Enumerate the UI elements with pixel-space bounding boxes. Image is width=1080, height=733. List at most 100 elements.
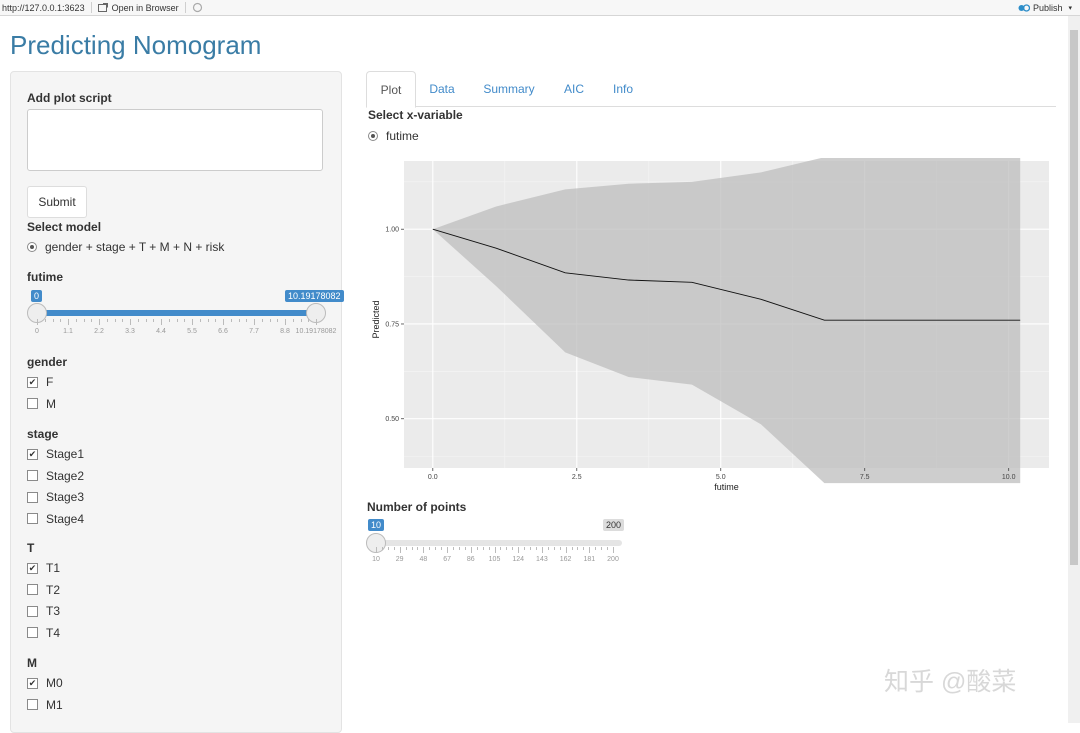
slider-minor-tick	[199, 319, 201, 322]
tab-bar: Plot Data Summary AIC Info	[366, 71, 1056, 108]
slider-minor-tick	[246, 319, 248, 322]
checkbox-option-f[interactable]: ✔ F	[27, 375, 53, 389]
open-window-icon	[97, 3, 108, 12]
slider-minor-tick	[277, 319, 279, 322]
slider-max-tag: 200	[603, 519, 625, 531]
slider-minor-tick	[559, 547, 561, 550]
slider-minor-tick	[122, 319, 124, 322]
checkbox-label: M0	[46, 676, 63, 690]
checkbox-checked[interactable]: ✔	[27, 448, 38, 460]
slider-minor-tick	[417, 547, 419, 550]
model-label: Select model	[27, 220, 102, 234]
checkbox-unchecked[interactable]	[27, 584, 38, 595]
futime-label: futime	[27, 270, 63, 284]
x-axis-label: futime	[714, 482, 739, 492]
slider-major-tick	[99, 319, 100, 325]
checkbox-option-t1[interactable]: ✔ T1	[27, 561, 60, 575]
checkbox-option-stage4[interactable]: Stage4	[27, 512, 84, 526]
checkbox-checked[interactable]: ✔	[27, 376, 38, 388]
model-radio-option[interactable]: gender + stage + T + M + N + risk	[27, 240, 224, 254]
vertical-scrollbar[interactable]	[1068, 16, 1080, 723]
checkbox-option-stage2[interactable]: Stage2	[27, 469, 84, 483]
checkbox-option-m[interactable]: M	[27, 397, 56, 411]
slider-major-tick	[541, 547, 543, 553]
slider-tick-label: 10	[372, 556, 380, 563]
slider-minor-tick	[292, 319, 294, 322]
scrollbar-thumb[interactable]	[1070, 30, 1078, 565]
slider-tick-label: 67	[443, 556, 451, 563]
checkbox-label: Stage1	[46, 447, 85, 461]
checkbox-option-t2[interactable]: T2	[27, 583, 60, 597]
publish-button[interactable]: Publish ▾	[1018, 0, 1072, 15]
slider-minor-tick	[553, 547, 555, 550]
radio-selected[interactable]	[27, 242, 37, 252]
slider-tick-label: 200	[607, 556, 619, 563]
slider-major-tick	[68, 319, 69, 325]
x-tick-label: 2.5	[572, 474, 582, 481]
slider-tick-label: 2.2	[94, 328, 104, 335]
checkbox-unchecked[interactable]	[27, 491, 38, 503]
checkbox-label: Stage3	[46, 490, 85, 504]
slider-minor-tick	[601, 547, 603, 550]
toolbar-divider	[90, 2, 92, 13]
tab-plot[interactable]: Plot	[366, 71, 416, 108]
checkbox-label: M1	[46, 697, 63, 712]
tab-info[interactable]: Info	[612, 81, 633, 96]
refresh-icon[interactable]	[192, 2, 203, 13]
points-slider[interactable]: 10 200 10 29 48 67 86 105 124 143 162 181 200	[0, 0, 700, 580]
checkbox-option-t4[interactable]: T4	[27, 626, 60, 640]
plot-script-input[interactable]	[27, 109, 323, 171]
slider-minor-tick	[91, 319, 93, 322]
checkbox-option-m0[interactable]: ✔ M0	[27, 676, 63, 690]
slider-tick-label: 124	[512, 556, 525, 563]
slider-minor-tick	[184, 319, 186, 322]
slider-major-tick	[192, 319, 193, 325]
slider-minor-tick	[488, 547, 490, 550]
x-tick-label: 5.0	[716, 474, 726, 481]
xvar-radio-option[interactable]: futime	[368, 129, 419, 143]
slider-major-tick	[589, 547, 591, 553]
viewer-toolbar: http://127.0.0.1:3623 Open in Browser Pu…	[0, 0, 1080, 16]
slider-major-tick	[223, 319, 224, 325]
slider-tick-label: 8.8	[280, 328, 290, 335]
tab-data[interactable]: Data	[429, 81, 455, 96]
slider-minor-tick	[44, 319, 46, 322]
checkbox-option-m1[interactable]: M1	[27, 698, 63, 712]
checkbox-unchecked[interactable]	[27, 627, 38, 638]
checkbox-unchecked[interactable]	[27, 605, 38, 617]
radio-selected[interactable]	[368, 131, 378, 141]
open-in-browser-button[interactable]: Open in Browser	[97, 2, 179, 13]
slider-minor-tick	[60, 319, 62, 322]
slider-minor-tick	[535, 547, 537, 550]
slider-major-tick	[613, 547, 614, 553]
checkbox-checked[interactable]: ✔	[27, 677, 38, 689]
checkbox-label: M	[46, 396, 56, 411]
tab-aic[interactable]: AIC	[563, 81, 584, 96]
slider-minor-tick	[482, 547, 484, 550]
checkbox-unchecked[interactable]	[27, 513, 38, 524]
checkbox-checked[interactable]: ✔	[27, 562, 38, 574]
checkbox-option-stage1[interactable]: ✔ Stage1	[27, 447, 84, 461]
checkbox-unchecked[interactable]	[27, 398, 38, 409]
y-tick-label: 0.50	[385, 416, 399, 423]
futime-range-slider[interactable]: 0 10.19178082 0 1.1 2.2 3.3 4.4 5.5 6.6 7.7 8.8 1…	[11, 72, 344, 352]
slider-major-tick	[316, 319, 317, 325]
slider-minor-tick	[464, 547, 466, 550]
slider-major-tick	[494, 547, 496, 553]
slider-tick-label: 143	[536, 556, 548, 563]
slider-major-tick	[130, 319, 131, 325]
slider-minor-tick	[435, 547, 437, 550]
checkbox-option-stage3[interactable]: Stage3	[27, 490, 84, 504]
tab-summary[interactable]: Summary	[483, 81, 535, 96]
submit-button[interactable]: Submit	[27, 186, 87, 218]
y-tick-label: 1.00	[385, 227, 399, 234]
checkbox-unchecked[interactable]	[27, 470, 38, 481]
checkbox-option-t3[interactable]: T3	[27, 604, 60, 618]
slider-minor-tick	[381, 547, 383, 550]
slider-minor-tick	[176, 319, 178, 322]
open-in-browser-label: Open in Browser	[111, 2, 179, 13]
group-label-t: T	[27, 541, 35, 555]
checkbox-unchecked[interactable]	[27, 699, 38, 710]
slider-track[interactable]	[376, 540, 622, 546]
slider-minor-tick	[441, 547, 443, 550]
